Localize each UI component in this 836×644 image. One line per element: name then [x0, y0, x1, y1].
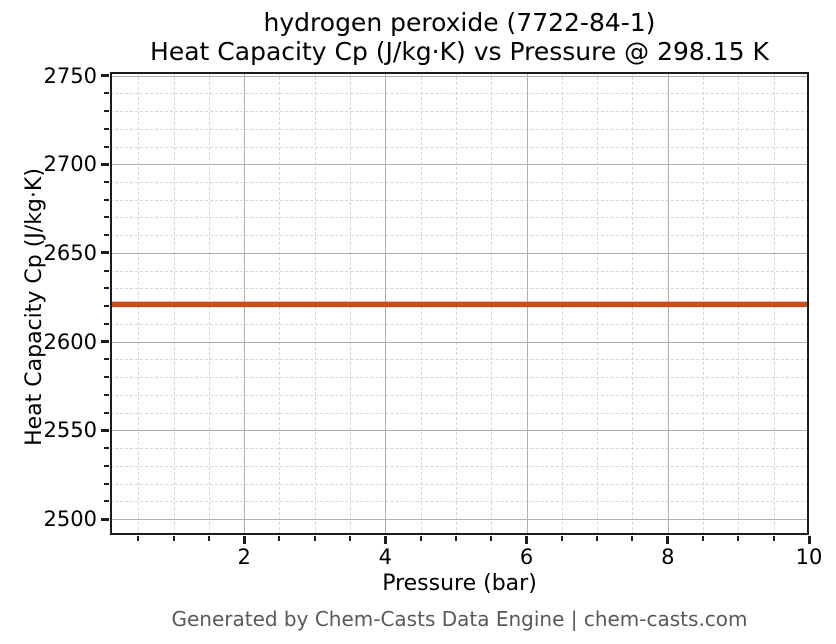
- y-minor-gridline: [110, 235, 809, 237]
- y-minor-tick: [104, 376, 109, 379]
- x-minor-tick: [419, 536, 422, 541]
- y-tick-label: 2600: [43, 329, 97, 354]
- x-minor-tick: [313, 536, 316, 541]
- y-minor-tick: [104, 234, 109, 237]
- x-tick: [666, 536, 670, 544]
- chart-title: hydrogen peroxide (7722-84-1): [263, 8, 656, 37]
- y-minor-gridline: [110, 501, 809, 503]
- y-major-gridline: [110, 75, 809, 77]
- y-minor-gridline: [110, 394, 809, 396]
- x-axis-label: Pressure (bar): [382, 571, 537, 596]
- x-minor-tick: [172, 536, 175, 541]
- x-minor-tick: [349, 536, 352, 541]
- y-minor-tick: [104, 411, 109, 414]
- y-tick: [101, 162, 109, 166]
- y-major-gridline: [110, 341, 809, 343]
- y-tick: [101, 340, 109, 344]
- x-tick: [242, 536, 246, 544]
- x-tick-label: 2: [237, 545, 251, 569]
- y-minor-tick: [104, 305, 109, 308]
- y-minor-gridline: [110, 93, 809, 95]
- y-major-gridline: [110, 430, 809, 432]
- y-minor-tick: [104, 322, 109, 325]
- y-minor-tick: [104, 287, 109, 290]
- x-minor-tick: [278, 536, 281, 541]
- y-minor-tick: [104, 110, 109, 113]
- y-minor-tick: [104, 180, 109, 183]
- x-minor-tick: [454, 536, 457, 541]
- y-minor-tick: [104, 358, 109, 361]
- y-tick: [101, 74, 109, 78]
- x-tick: [525, 536, 529, 544]
- x-tick-label: 4: [378, 545, 393, 569]
- y-minor-gridline: [110, 199, 809, 201]
- x-minor-tick: [596, 536, 599, 541]
- y-tick-label: 2500: [43, 507, 97, 532]
- y-minor-gridline: [110, 483, 809, 485]
- footer-credit: Generated by Chem-Casts Data Engine | ch…: [171, 607, 748, 631]
- x-tick: [383, 536, 387, 544]
- y-major-gridline: [110, 164, 809, 166]
- y-major-gridline: [110, 252, 809, 254]
- y-minor-tick: [104, 464, 109, 467]
- y-minor-gridline: [110, 128, 809, 130]
- y-tick-label: 2700: [43, 152, 97, 177]
- x-minor-tick: [560, 536, 563, 541]
- y-minor-gridline: [110, 465, 809, 467]
- x-tick-label: 8: [661, 545, 675, 569]
- y-tick-label: 2550: [43, 418, 97, 443]
- y-minor-tick: [104, 216, 109, 219]
- y-tick: [101, 517, 109, 521]
- y-minor-tick: [104, 145, 109, 148]
- y-minor-gridline: [110, 323, 809, 325]
- y-minor-tick: [104, 127, 109, 130]
- y-minor-gridline: [110, 359, 809, 361]
- y-minor-gridline: [110, 270, 809, 272]
- x-minor-tick: [702, 536, 705, 541]
- y-minor-gridline: [110, 377, 809, 379]
- y-tick: [101, 251, 109, 255]
- y-minor-gridline: [110, 111, 809, 113]
- y-minor-gridline: [110, 412, 809, 414]
- x-minor-tick: [207, 536, 210, 541]
- y-minor-tick: [104, 393, 109, 396]
- x-minor-tick: [137, 536, 140, 541]
- y-minor-gridline: [110, 448, 809, 450]
- y-minor-tick: [104, 92, 109, 95]
- y-minor-gridline: [110, 217, 809, 219]
- y-tick: [101, 428, 109, 432]
- series-canvas: [110, 301, 809, 308]
- y-minor-tick: [104, 447, 109, 450]
- y-minor-tick: [104, 198, 109, 201]
- x-minor-tick: [737, 536, 740, 541]
- y-minor-tick: [104, 482, 109, 485]
- y-minor-gridline: [110, 146, 809, 148]
- x-minor-tick: [631, 536, 634, 541]
- y-major-gridline: [110, 519, 809, 521]
- x-tick-label: 6: [519, 545, 534, 569]
- y-minor-gridline: [110, 181, 809, 183]
- y-tick-label: 2750: [43, 63, 97, 88]
- y-minor-tick: [104, 500, 109, 503]
- x-tick: [807, 536, 811, 544]
- plot-area: [110, 72, 809, 535]
- x-minor-tick: [490, 536, 493, 541]
- x-tick-label: 10: [795, 545, 823, 569]
- y-minor-tick: [104, 269, 109, 272]
- y-tick-label: 2650: [43, 240, 97, 265]
- x-minor-tick: [772, 536, 775, 541]
- y-minor-gridline: [110, 288, 809, 290]
- chart-subtitle: Heat Capacity Cp (J/kg·K) vs Pressure @ …: [150, 37, 769, 66]
